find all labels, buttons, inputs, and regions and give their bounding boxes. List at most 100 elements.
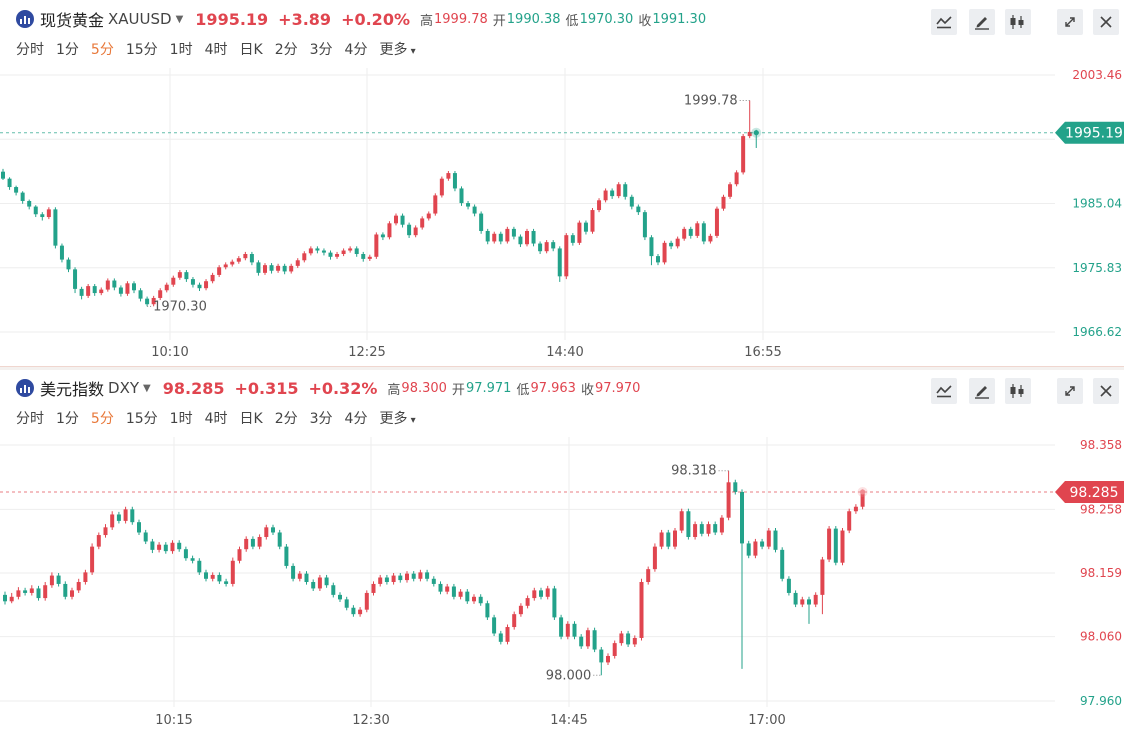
indicator-button[interactable]: [931, 378, 957, 404]
chevron-down-icon[interactable]: ▼: [143, 382, 151, 394]
candle-body: [16, 590, 21, 597]
candle-body: [243, 254, 248, 259]
candle-body: [83, 572, 88, 583]
candle-body: [579, 636, 584, 647]
candle-body: [315, 248, 320, 251]
dxy-candlestick-chart: 98.358 98.258 98.159 98.060 97.960 10:15 12:30…: [0, 437, 1124, 728]
candle-body: [387, 223, 392, 238]
candle-body: [405, 573, 409, 581]
y-tick-label: 1985.04: [1072, 197, 1122, 211]
candle-body: [714, 208, 719, 236]
tab-5min[interactable]: 5分: [90, 42, 114, 58]
candle-body: [544, 242, 549, 252]
instrument-symbol[interactable]: DXY: [108, 379, 140, 397]
candle-body: [734, 172, 739, 185]
candle-body: [626, 633, 631, 645]
candle-body: [686, 511, 691, 537]
candle-body: [164, 284, 169, 291]
x-tick-label: 12:25: [348, 345, 385, 360]
close-label: 收: [638, 13, 652, 29]
candle-body: [210, 574, 215, 579]
candle-body: [662, 242, 667, 263]
close-icon: [1100, 385, 1112, 397]
tab-1hour[interactable]: 1时: [169, 411, 193, 427]
candle-body: [361, 254, 366, 259]
candle-body: [263, 265, 267, 273]
x-tick-label: 17:00: [748, 713, 785, 728]
candle-body: [143, 532, 148, 542]
chevron-down-icon[interactable]: ▼: [175, 13, 184, 25]
tab-15min[interactable]: 15分: [125, 411, 158, 427]
tab-1hour[interactable]: 1时: [169, 42, 193, 58]
tab-daily[interactable]: 日K: [239, 42, 263, 58]
min-price-label: 1970.30: [153, 299, 207, 314]
instrument-name[interactable]: 美元指数: [40, 380, 105, 399]
expand-button[interactable]: [1057, 378, 1083, 404]
tab-2min[interactable]: 2分: [274, 411, 298, 427]
tab-1min[interactable]: 1分: [56, 411, 79, 427]
candle-body: [348, 248, 353, 251]
tab-4hour[interactable]: 4时: [204, 411, 228, 427]
tab-timeshare[interactable]: 分时: [16, 411, 44, 427]
tab-3min[interactable]: 3分: [309, 411, 333, 427]
candle-body: [629, 196, 634, 207]
tab-5min[interactable]: 5分: [90, 411, 114, 427]
tab-daily[interactable]: 日K: [239, 411, 263, 427]
tab-4hour[interactable]: 4时: [204, 42, 228, 58]
instrument-symbol[interactable]: XAUUSD: [108, 10, 172, 28]
candle-body: [341, 250, 346, 255]
dxy-chart-panel: 98.358 98.258 98.159 98.060 97.960 10:15 12:30…: [0, 369, 1124, 732]
candle-body: [719, 517, 724, 533]
tab-more[interactable]: 更多: [379, 408, 415, 428]
candle-type-button[interactable]: [1005, 9, 1031, 35]
candle-body: [177, 542, 182, 550]
x-tick-label: 14:45: [550, 713, 587, 728]
draw-button[interactable]: [969, 378, 995, 404]
candle-body: [79, 288, 84, 296]
draw-pen-icon: [975, 17, 989, 30]
tab-2min[interactable]: 2分: [274, 42, 298, 58]
candle-body: [374, 234, 379, 257]
candle-body: [695, 223, 700, 236]
candle-body: [137, 522, 141, 533]
price-change-percent: +0.32%: [308, 378, 378, 398]
price-change-percent: +0.20%: [341, 9, 410, 29]
tab-timeshare[interactable]: 分时: [16, 42, 44, 58]
candle-body: [498, 633, 503, 642]
candle-body: [354, 248, 359, 255]
candle-body: [73, 269, 78, 289]
candle-type-button[interactable]: [1005, 378, 1031, 404]
candle-body: [103, 527, 108, 536]
candle-body: [451, 586, 456, 597]
candle-body: [827, 528, 832, 560]
candle-body: [338, 594, 342, 600]
candle-body: [583, 222, 588, 232]
candle-body: [302, 253, 307, 261]
panel-divider: [0, 366, 1124, 370]
indicator-button[interactable]: [931, 9, 957, 35]
x-tick-label: 12:30: [352, 713, 389, 728]
close-button[interactable]: [1093, 378, 1119, 404]
candle-body: [679, 511, 684, 531]
candle-body: [639, 582, 644, 638]
tab-15min[interactable]: 15分: [125, 42, 158, 58]
expand-button[interactable]: [1057, 9, 1083, 35]
candle-body: [145, 298, 150, 305]
close-button[interactable]: [1093, 9, 1119, 35]
candle-body: [29, 588, 34, 593]
candle-body: [380, 234, 385, 238]
price-change: +0.315: [234, 378, 299, 398]
candle-body: [597, 200, 602, 211]
tab-1min[interactable]: 1分: [56, 42, 79, 58]
draw-button[interactable]: [969, 9, 995, 35]
instrument-name[interactable]: 现货黄金: [40, 11, 105, 30]
x-tick-label: 14:40: [546, 345, 583, 360]
tab-4min[interactable]: 4分: [344, 42, 368, 58]
tab-3min[interactable]: 3分: [309, 42, 333, 58]
tab-more[interactable]: 更多: [379, 39, 415, 59]
candle-body: [311, 582, 316, 589]
current-price-tag: [1055, 480, 1124, 503]
tab-4min[interactable]: 4分: [344, 411, 368, 427]
candle-body: [599, 649, 604, 663]
candle-body: [577, 222, 582, 243]
